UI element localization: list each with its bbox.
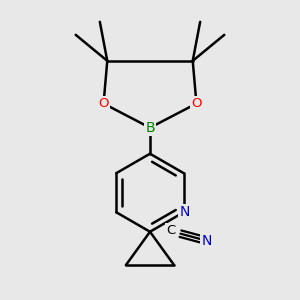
Text: N: N (179, 205, 190, 219)
Text: N: N (201, 234, 211, 248)
Text: O: O (98, 97, 109, 110)
Text: C: C (166, 224, 175, 238)
Text: O: O (191, 97, 202, 110)
Text: B: B (145, 121, 155, 135)
